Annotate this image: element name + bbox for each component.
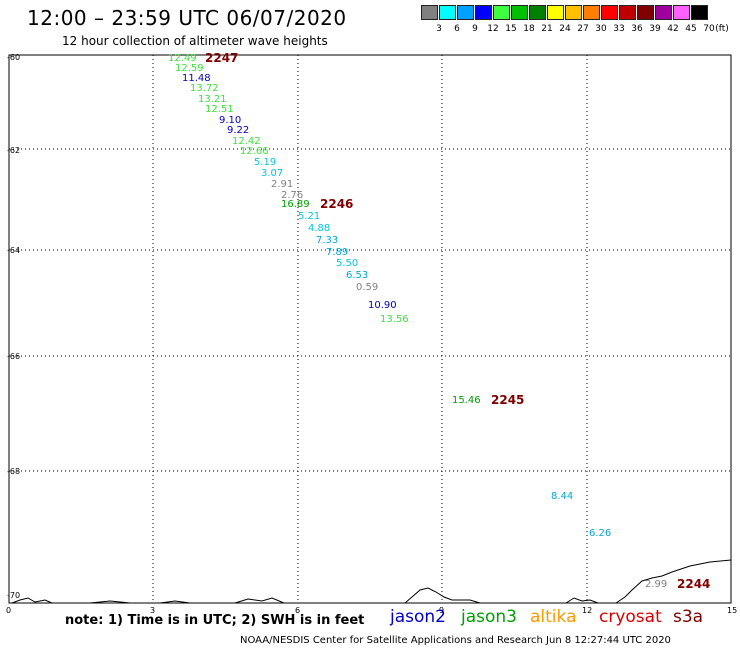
wave-height-value: 2.99 — [645, 579, 668, 590]
legend-label: 30 — [595, 24, 607, 34]
latitude-label: -62 — [7, 146, 21, 155]
legend-swatch-6 — [439, 5, 456, 20]
wave-height-value: 13.56 — [380, 314, 409, 325]
legend-swatch-33 — [601, 5, 618, 20]
latitude-label: -66 — [7, 352, 21, 361]
wave-height-value: 3.07 — [261, 168, 284, 179]
pass-label: 2244 — [677, 577, 711, 591]
longitude-label: 6 — [295, 606, 301, 615]
wave-height-value: 4.88 — [308, 223, 331, 234]
wave-height-value: 2.91 — [271, 179, 294, 190]
wave-height-value: 12.42 — [232, 136, 261, 147]
satellite-label: cryosat — [599, 607, 662, 627]
wave-height-value: 12.66 — [240, 146, 269, 157]
legend-swatch-42 — [655, 5, 672, 20]
legend-label: 6 — [454, 24, 460, 34]
legend-swatch-36 — [619, 5, 636, 20]
legend-swatch-9 — [457, 5, 474, 20]
wave-height-value: 12.51 — [205, 104, 234, 115]
wave-height-value: 8.44 — [551, 491, 574, 502]
legend-label: 21 — [541, 24, 553, 34]
wave-height-value: 7.33 — [316, 235, 339, 246]
longitude-label: 9 — [439, 606, 445, 615]
legend-swatch-45 — [673, 5, 690, 20]
satellite-label: altika — [530, 607, 577, 627]
legend-label: 27 — [577, 24, 589, 34]
legend-label: 70 — [703, 24, 715, 34]
wave-height-value: 5.21 — [298, 211, 321, 222]
wave-height-value: 5.50 — [336, 258, 359, 269]
wave-height-value: 13.21 — [198, 94, 227, 105]
longitude-grid — [152, 55, 588, 603]
satellite-label: jason3 — [461, 607, 517, 627]
legend-label: 15 — [505, 24, 517, 34]
map-frame — [8, 54, 732, 604]
pass-label: 2245 — [491, 393, 525, 407]
legend-label: 42 — [667, 24, 679, 34]
satellite-label: jason2 — [390, 607, 446, 627]
wave-height-value: 12.59 — [175, 63, 204, 74]
wave-height-value: 10.90 — [368, 300, 397, 311]
legend-label: 3 — [436, 24, 442, 34]
legend-swatch-39 — [637, 5, 654, 20]
legend-swatch-30 — [583, 5, 600, 20]
wave-height-value: 7.89 — [326, 247, 349, 258]
legend-swatch-24 — [547, 5, 564, 20]
longitude-label: 12 — [582, 606, 593, 615]
color-legend: 3 6 9 12 15 18 21 24 27 30 33 36 39 42 4… — [421, 5, 729, 35]
latitude-label: -60 — [7, 53, 21, 62]
longitude-label: 0 — [6, 606, 12, 615]
legend-label: 9 — [472, 24, 478, 34]
wave-height-value: 13.72 — [190, 83, 219, 94]
coastline — [11, 559, 732, 604]
footnote: note: 1) Time is in UTC; 2) SWH is in fe… — [65, 613, 365, 628]
legend-swatch-27 — [565, 5, 582, 20]
pass-label: 2247 — [205, 51, 239, 65]
legend-label: 39 — [649, 24, 661, 34]
legend-label: 12 — [487, 24, 499, 34]
wave-height-value: 16.89 — [281, 199, 310, 210]
latitude-grid — [9, 148, 731, 472]
wave-height-value: 15.46 — [452, 395, 481, 406]
latitude-label: -70 — [7, 591, 21, 600]
satellite-label: s3a — [673, 607, 704, 627]
wave-height-value: 6.26 — [589, 528, 612, 539]
legend-swatch-3 — [421, 5, 438, 20]
map-subtitle: 12 hour collection of altimeter wave hei… — [62, 34, 328, 48]
wave-height-value: 6.53 — [346, 270, 369, 281]
map-title: 12:00 – 23:59 UTC 06/07/2020 — [27, 6, 347, 30]
longitude-label: 3 — [150, 606, 156, 615]
wave-height-value: 9.10 — [219, 115, 242, 126]
credit-line: NOAA/NESDIS Center for Satellite Applica… — [240, 635, 671, 646]
wave-height-value: 0.59 — [356, 282, 379, 293]
pass-label: 2246 — [320, 197, 354, 211]
legend-label: 45 — [685, 24, 697, 34]
legend-label: 18 — [523, 24, 535, 34]
latitude-label: -64 — [7, 246, 21, 255]
wave-height-value: 11.48 — [182, 73, 211, 84]
legend-swatch-70 — [691, 5, 708, 20]
legend-unit-label: (ft) — [715, 24, 729, 34]
wave-height-value: 5.19 — [254, 157, 277, 168]
legend-label: 33 — [613, 24, 625, 34]
latitude-label: -68 — [7, 467, 21, 476]
wave-height-value: 9.22 — [227, 125, 250, 136]
wave-height-value: 12.49 — [168, 53, 197, 64]
legend-label: 24 — [559, 24, 571, 34]
legend-label: 36 — [631, 24, 643, 34]
wave-height-value: 2.76 — [281, 190, 304, 201]
longitude-label: 15 — [727, 606, 738, 615]
legend-swatch-12 — [475, 5, 492, 20]
legend-swatch-21 — [529, 5, 546, 20]
legend-swatch-15 — [493, 5, 510, 20]
legend-swatch-18 — [511, 5, 528, 20]
